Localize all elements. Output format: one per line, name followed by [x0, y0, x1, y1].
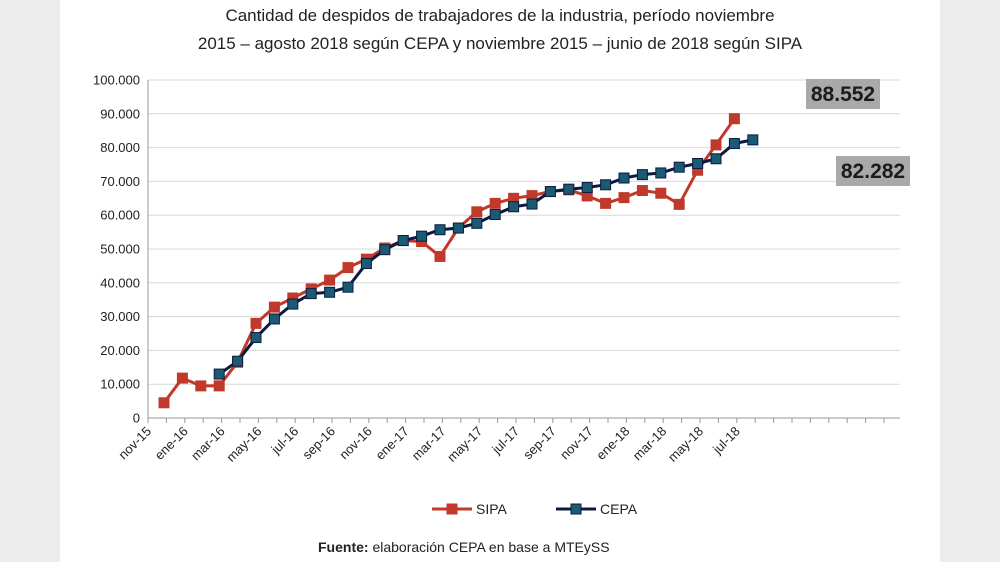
data-point-cepa	[305, 288, 317, 300]
x-tick-label: jul-18	[709, 424, 743, 458]
data-point-sipa	[158, 397, 170, 409]
data-point-cepa	[600, 179, 612, 191]
x-tick-label: sep-16	[299, 424, 338, 463]
data-point-sipa	[636, 185, 648, 197]
x-tick-label: jul-16	[268, 424, 302, 458]
series-line-cepa	[218, 138, 754, 376]
data-point-cepa	[287, 298, 299, 310]
x-tick-label: nov-15	[115, 424, 154, 463]
chart-source: Fuente: elaboración CEPA en base a MTEyS…	[318, 539, 610, 555]
data-point-sipa	[728, 113, 740, 125]
legend-marker-sipa	[446, 503, 458, 515]
y-tick-label: 70.000	[100, 174, 140, 189]
x-tick-label: jul-17	[488, 424, 522, 458]
data-point-sipa	[213, 380, 225, 392]
x-tick-label: ene-18	[593, 424, 632, 463]
y-tick-label: 40.000	[100, 275, 140, 290]
y-tick-label: 20.000	[100, 343, 140, 358]
y-tick-label: 80.000	[100, 140, 140, 155]
data-point-sipa	[655, 187, 667, 199]
data-point-cepa	[250, 332, 262, 344]
data-point-sipa	[268, 301, 280, 313]
data-point-cepa	[747, 134, 759, 146]
data-point-cepa	[397, 235, 409, 247]
annotation-label-sipa: 88.552	[811, 83, 875, 106]
y-tick-label: 50.000	[100, 242, 140, 257]
source-text: elaboración CEPA en base a MTEySS	[368, 539, 610, 555]
x-tick-label: mar-18	[630, 424, 670, 464]
source-label: Fuente:	[318, 539, 369, 555]
annotation-box-sipa	[806, 79, 880, 109]
data-point-sipa	[600, 197, 612, 209]
x-tick-label: may-18	[665, 424, 706, 465]
chart-title-line-1: Cantidad de despidos de trabajadores de …	[225, 6, 775, 25]
data-point-cepa	[342, 281, 354, 293]
data-point-sipa	[250, 317, 262, 329]
x-tick-label: mar-17	[409, 424, 449, 464]
x-tick-label: ene-17	[372, 424, 411, 463]
legend-label-cepa: CEPA	[600, 501, 638, 517]
data-point-cepa	[489, 209, 501, 221]
data-point-sipa	[471, 206, 483, 218]
data-point-cepa	[563, 183, 575, 195]
data-point-cepa	[434, 224, 446, 236]
x-tick-label: ene-16	[152, 424, 191, 463]
chart-title-line-2: 2015 – agosto 2018 según CEPA y noviembr…	[197, 34, 803, 53]
data-point-cepa	[710, 153, 722, 165]
chart-title: Cantidad de despidos de trabajadores de …	[0, 2, 1000, 58]
data-point-cepa	[544, 186, 556, 198]
data-point-cepa	[232, 355, 244, 367]
data-point-cepa	[673, 161, 685, 173]
data-point-sipa	[710, 139, 722, 151]
data-point-cepa	[728, 138, 740, 150]
data-point-sipa	[342, 262, 354, 274]
x-tick-label: nov-17	[557, 424, 596, 463]
data-point-sipa	[324, 274, 336, 286]
data-point-sipa	[489, 197, 501, 209]
data-point-cepa	[360, 258, 372, 270]
y-tick-label: 60.000	[100, 208, 140, 223]
data-point-cepa	[636, 169, 648, 181]
data-point-cepa	[452, 222, 464, 234]
data-point-cepa	[416, 230, 428, 242]
series-line-sipa	[162, 117, 736, 404]
data-point-sipa	[176, 372, 188, 384]
chart-panel	[60, 0, 940, 562]
data-point-cepa	[471, 217, 483, 229]
data-point-cepa	[379, 244, 391, 256]
data-point-cepa	[526, 198, 538, 210]
x-tick-label: sep-17	[520, 424, 559, 463]
y-tick-label: 10.000	[100, 377, 140, 392]
data-point-cepa	[655, 167, 667, 179]
x-tick-label: nov-16	[336, 424, 375, 463]
data-point-cepa	[581, 181, 593, 193]
annotation-label-cepa: 82.282	[841, 160, 905, 183]
data-point-cepa	[268, 313, 280, 325]
y-tick-label: 30.000	[100, 309, 140, 324]
x-tick-label: mar-16	[188, 424, 228, 464]
data-point-sipa	[673, 198, 685, 210]
data-point-sipa	[434, 250, 446, 262]
data-point-cepa	[508, 201, 520, 213]
data-point-sipa	[618, 192, 630, 204]
x-tick-label: may-16	[223, 424, 264, 465]
y-tick-label: 100.000	[93, 73, 140, 88]
data-point-sipa	[195, 380, 207, 392]
data-point-cepa	[213, 368, 225, 380]
x-tick-label: may-17	[444, 424, 485, 465]
data-point-cepa	[324, 286, 336, 298]
legend-marker-cepa	[570, 503, 582, 515]
y-tick-label: 0	[133, 411, 140, 426]
legend-label-sipa: SIPA	[476, 501, 508, 517]
data-point-cepa	[618, 172, 630, 184]
data-point-cepa	[692, 157, 704, 169]
annotation-box-cepa	[836, 156, 910, 186]
y-tick-label: 90.000	[100, 106, 140, 121]
